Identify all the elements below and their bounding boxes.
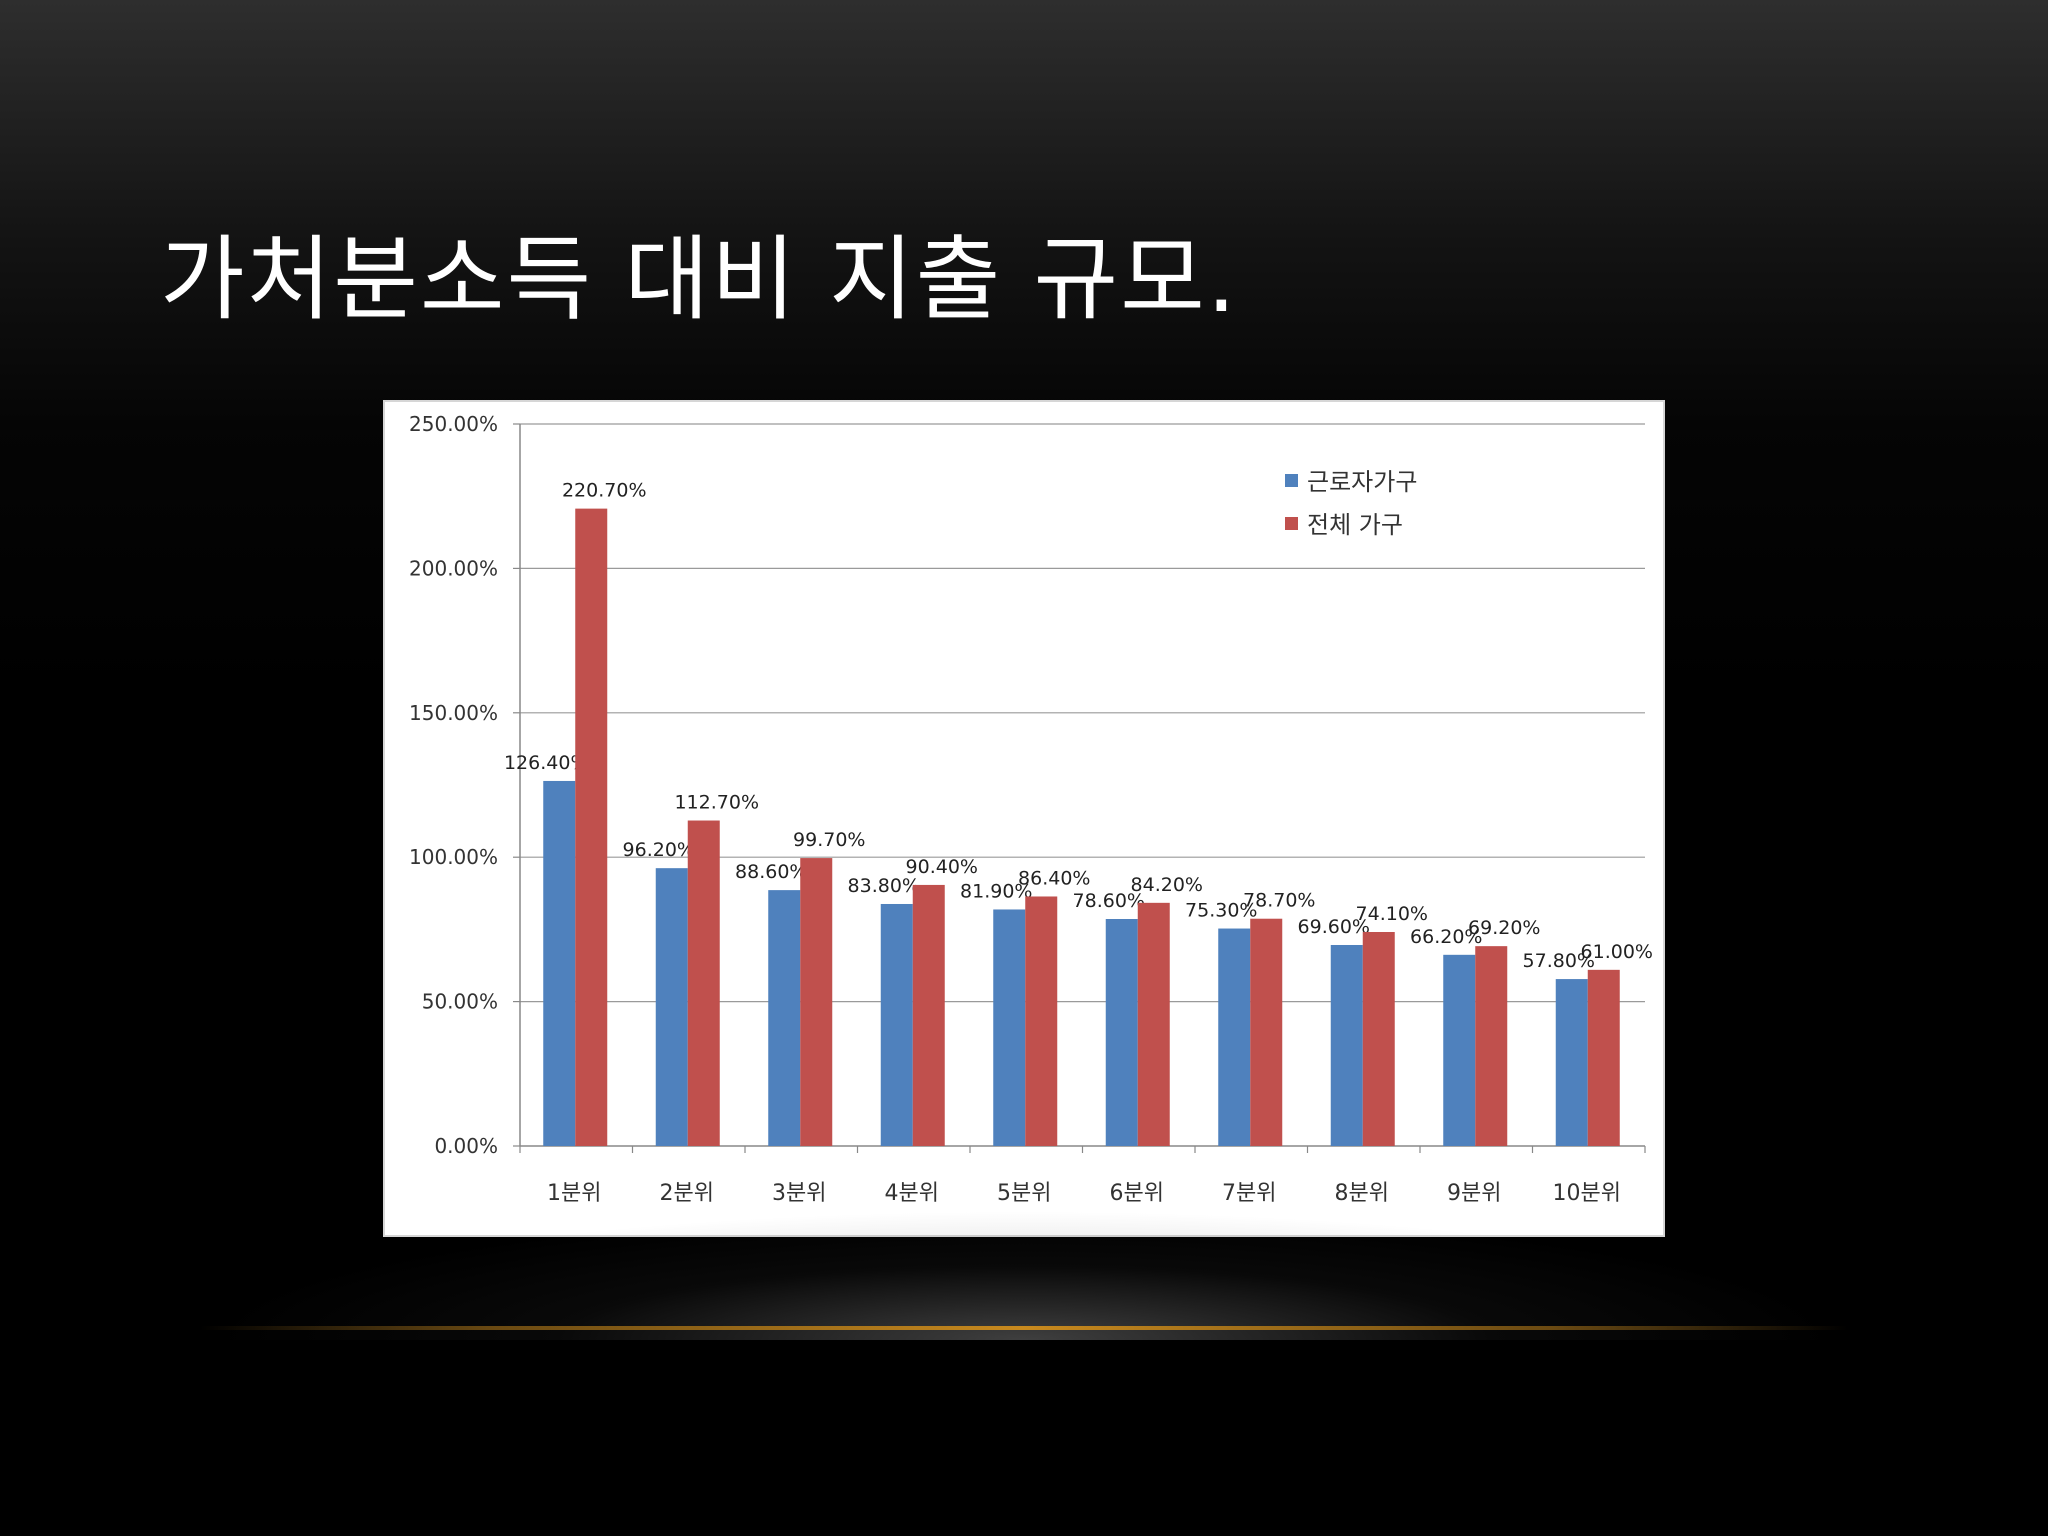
bar-worker-households bbox=[768, 890, 801, 1146]
bar-worker-households bbox=[1555, 979, 1588, 1146]
bar-all-households bbox=[1475, 946, 1508, 1146]
bar-worker-households bbox=[1218, 928, 1251, 1146]
x-tick-label: 2분위 bbox=[660, 1181, 714, 1206]
legend-swatch bbox=[1285, 517, 1298, 530]
data-label: 112.70% bbox=[674, 792, 759, 814]
legend-label: 근로자가구 bbox=[1307, 468, 1417, 496]
x-tick-label: 6분위 bbox=[1110, 1181, 1164, 1206]
x-tick-label: 4분위 bbox=[885, 1181, 939, 1206]
y-tick-label: 0.00% bbox=[434, 1134, 498, 1158]
bar-all-households bbox=[1587, 969, 1620, 1146]
data-label: 75.30% bbox=[1185, 900, 1257, 922]
data-label: 69.20% bbox=[1468, 917, 1540, 939]
bar-all-households bbox=[687, 820, 720, 1146]
data-label: 61.00% bbox=[1581, 941, 1653, 963]
y-tick-label: 50.00% bbox=[422, 990, 498, 1014]
y-tick-label: 200.00% bbox=[409, 556, 498, 580]
x-tick-label: 10분위 bbox=[1553, 1181, 1621, 1206]
x-tick-label: 7분위 bbox=[1222, 1181, 1276, 1206]
x-tick-label: 9분위 bbox=[1447, 1181, 1501, 1206]
bar-all-households bbox=[1250, 918, 1283, 1146]
x-tick-label: 8분위 bbox=[1335, 1181, 1389, 1206]
data-label: 86.40% bbox=[1018, 867, 1090, 889]
data-label: 57.80% bbox=[1523, 950, 1595, 972]
legend-label: 전체 가구 bbox=[1307, 511, 1403, 539]
legend-swatch bbox=[1285, 474, 1298, 487]
bar-chart: 0.00% 50.00% 100.00% 150.00% 200.00% 250.00% 1… bbox=[409, 412, 1653, 1206]
slide-title: 가처분소득 대비 지출 규모. bbox=[160, 226, 1239, 333]
bar-all-households bbox=[912, 884, 945, 1146]
bar-worker-households bbox=[1443, 954, 1476, 1146]
bar-all-households bbox=[800, 858, 833, 1146]
y-tick-label: 100.00% bbox=[409, 845, 498, 869]
data-label: 83.80% bbox=[848, 875, 920, 897]
data-label: 126.40% bbox=[504, 752, 589, 774]
bar-worker-households bbox=[993, 909, 1026, 1146]
bar-worker-households bbox=[1330, 944, 1363, 1146]
data-label: 66.20% bbox=[1410, 926, 1482, 948]
bar-all-households bbox=[1362, 931, 1395, 1146]
bar-worker-households bbox=[880, 903, 913, 1146]
bar-worker-households bbox=[655, 868, 688, 1146]
data-label: 90.40% bbox=[906, 856, 978, 878]
data-label: 81.90% bbox=[960, 880, 1032, 902]
x-tick-label: 1분위 bbox=[547, 1181, 601, 1206]
data-label: 78.60% bbox=[1073, 890, 1145, 912]
data-label: 74.10% bbox=[1356, 903, 1428, 925]
data-label: 99.70% bbox=[793, 829, 865, 851]
x-tick-label: 5분위 bbox=[997, 1181, 1051, 1206]
bar-all-households bbox=[575, 508, 608, 1146]
data-label: 84.20% bbox=[1131, 874, 1203, 896]
gold-divider-line bbox=[200, 1326, 1848, 1330]
x-tick-label: 3분위 bbox=[772, 1181, 826, 1206]
chart-frame: 0.00% 50.00% 100.00% 150.00% 200.00% 250.00% 1… bbox=[383, 400, 1665, 1237]
data-label: 69.60% bbox=[1298, 916, 1370, 938]
bottom-glow bbox=[200, 1210, 1848, 1340]
y-tick-label: 150.00% bbox=[409, 701, 498, 725]
data-label: 88.60% bbox=[735, 861, 807, 883]
bar-worker-households bbox=[543, 780, 576, 1146]
bar-worker-households bbox=[1105, 919, 1138, 1146]
y-tick-label: 250.00% bbox=[409, 412, 498, 436]
data-label: 220.70% bbox=[562, 480, 647, 502]
data-label: 96.20% bbox=[623, 839, 695, 861]
bar-all-households bbox=[1025, 896, 1058, 1146]
data-label: 78.70% bbox=[1243, 890, 1315, 912]
bar-all-households bbox=[1137, 902, 1170, 1146]
